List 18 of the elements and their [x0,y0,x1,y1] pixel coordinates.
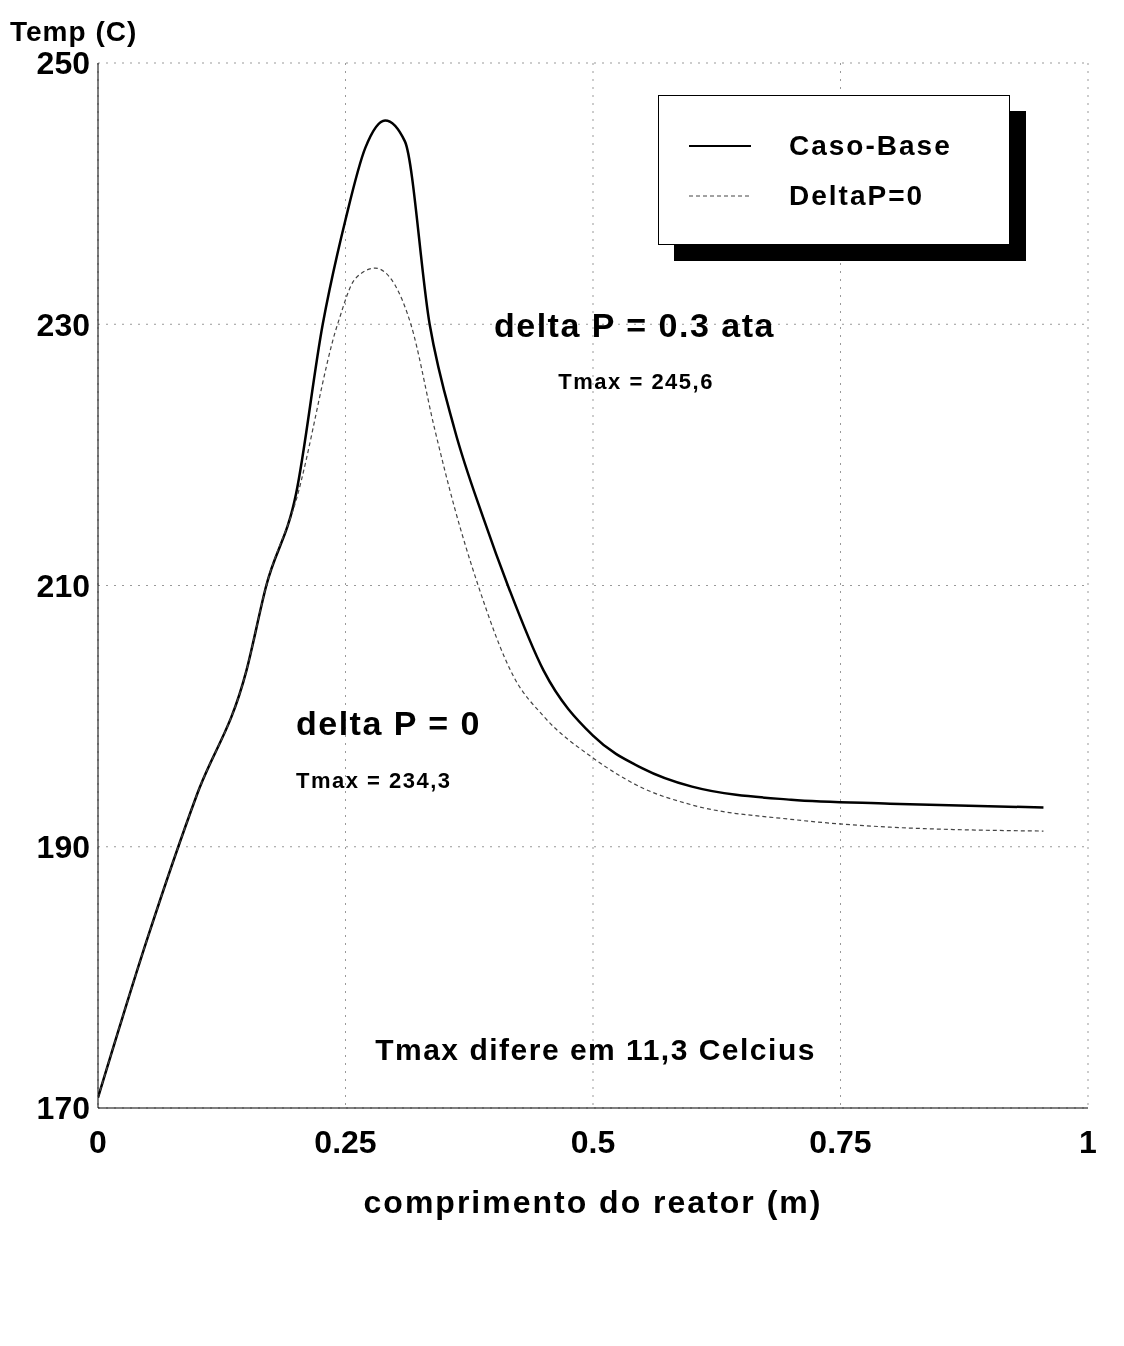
legend-label: DeltaP=0 [789,180,925,212]
annotation: Tmax = 234,3 [296,767,452,794]
x-tick-label: 0.5 [570,1123,616,1160]
x-tick-label: 0.25 [314,1123,377,1160]
y-tick-label: 190 [36,829,90,866]
annotation: delta P = 0.3 ata [494,305,775,345]
x-tick-label: 0 [89,1123,107,1160]
y-tick-label: 210 [36,567,90,604]
annotation: Tmax = 245,6 [558,369,714,396]
y-tick-label: 230 [36,306,90,343]
y-tick-label: 170 [36,1090,90,1127]
x-axis-title: comprimento do reator (m) [363,1184,823,1220]
annotation: delta P = 0 [296,704,482,744]
x-tick-label: 0.75 [809,1123,872,1160]
legend-label: Caso-Base [789,130,952,162]
x-tick-label: 1 [1079,1123,1097,1160]
annotation: Tmax difere em 11,3 Celcius [375,1033,816,1068]
y-axis-title: Temp (C) [10,16,138,48]
